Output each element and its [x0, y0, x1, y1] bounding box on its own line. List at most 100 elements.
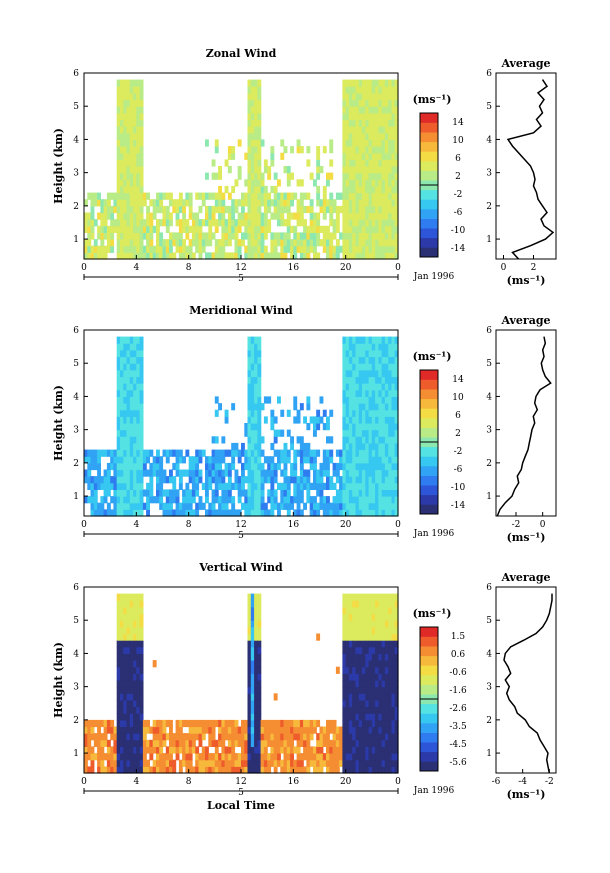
field-cell	[191, 726, 196, 734]
field-cell	[129, 172, 134, 180]
field-cell	[198, 469, 203, 477]
field-cell	[139, 159, 144, 167]
x-tick-label: 16	[288, 520, 300, 530]
field-cell	[375, 606, 379, 615]
field-cell	[329, 759, 334, 767]
field-cell	[352, 739, 357, 747]
field-cell	[309, 753, 314, 761]
field-cell	[378, 416, 383, 424]
field-cell	[365, 706, 370, 714]
field-cell	[195, 482, 200, 490]
field-cell	[250, 192, 255, 200]
field-cell	[283, 219, 288, 227]
field-cell	[257, 719, 262, 728]
field-cell	[106, 746, 111, 754]
field-cell	[188, 199, 193, 207]
field-cell	[182, 205, 186, 214]
field-cell	[371, 205, 376, 214]
field-cell	[352, 239, 357, 247]
field-cell	[348, 449, 353, 457]
field-cell	[241, 442, 245, 451]
field-cell	[152, 456, 157, 464]
average-profile-line	[506, 79, 555, 260]
field-cell	[227, 146, 232, 154]
field-cell	[106, 449, 111, 457]
field-cell	[221, 726, 226, 734]
field-cell	[84, 753, 88, 761]
field-cell	[129, 245, 134, 253]
field-cell	[149, 245, 154, 253]
average-y-tick-label: 1	[486, 749, 492, 759]
field-cell	[277, 746, 281, 754]
field-cell	[257, 442, 262, 451]
field-cell	[214, 476, 219, 484]
field-cell	[355, 416, 360, 424]
field-cell	[257, 239, 262, 247]
field-cell	[345, 403, 350, 411]
field-cell	[332, 766, 337, 774]
field-cell	[103, 476, 108, 484]
field-cell	[120, 640, 124, 648]
field-cell	[283, 746, 288, 754]
field-cell	[378, 600, 383, 608]
field-cell	[348, 409, 353, 417]
field-cell	[237, 199, 242, 207]
field-cell	[358, 99, 363, 107]
field-cell	[90, 766, 95, 774]
field-cell	[156, 192, 160, 200]
field-cell	[388, 86, 393, 94]
field-cell	[319, 766, 324, 774]
field-cell	[299, 739, 304, 747]
field-cell	[391, 686, 396, 694]
field-cell	[136, 343, 141, 351]
field-cell	[384, 496, 389, 504]
field-cell	[136, 185, 141, 194]
field-cell	[342, 112, 347, 121]
field-cell	[326, 766, 330, 774]
field-cell	[293, 416, 298, 424]
field-cell	[348, 383, 353, 391]
field-cell	[120, 753, 124, 761]
field-cell	[348, 436, 353, 444]
colorbar-swatch	[420, 636, 438, 647]
field-cell	[362, 349, 366, 358]
field-cell	[133, 496, 137, 504]
field-cell	[342, 640, 347, 648]
field-cell	[394, 496, 399, 504]
field-cell	[116, 185, 121, 194]
field-cell	[129, 396, 134, 404]
field-cell	[270, 469, 275, 477]
field-cell	[299, 766, 304, 774]
field-cell	[355, 606, 360, 615]
field-cell	[306, 146, 311, 154]
field-cell	[391, 79, 396, 87]
field-cell	[319, 496, 324, 504]
field-cell	[332, 739, 337, 747]
field-cell	[348, 172, 353, 180]
field-cell	[254, 746, 258, 754]
field-cell	[368, 132, 373, 140]
field-cell	[263, 739, 268, 747]
field-cell	[133, 112, 137, 121]
field-cell	[388, 99, 393, 107]
field-cell	[247, 436, 252, 444]
field-cell	[133, 139, 137, 147]
field-cell	[348, 686, 353, 694]
field-cell	[332, 482, 337, 490]
field-cell	[165, 753, 170, 761]
field-cell	[329, 219, 334, 227]
field-cell	[352, 746, 357, 754]
field-cell	[355, 686, 360, 694]
field-cell	[136, 99, 141, 107]
field-cell	[273, 212, 278, 220]
field-cell	[126, 172, 131, 180]
field-cell	[348, 416, 353, 424]
field-cell	[195, 192, 200, 200]
field-cell	[123, 706, 128, 714]
field-cell	[352, 99, 357, 107]
field-cell	[365, 699, 370, 708]
field-cell	[280, 409, 285, 417]
field-cell	[100, 739, 105, 747]
field-cell	[270, 185, 275, 194]
field-cell	[371, 185, 376, 194]
